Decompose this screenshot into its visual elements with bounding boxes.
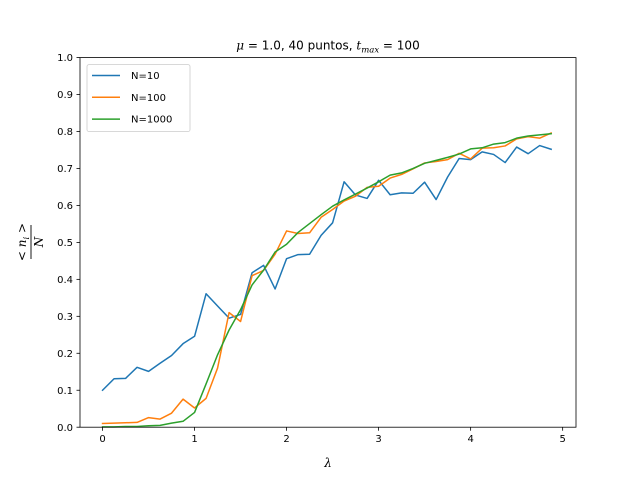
ylabel-denominator: N bbox=[32, 236, 46, 248]
ylabel-numerator: < n bbox=[15, 239, 29, 261]
y-tick-label: 0.4 bbox=[57, 275, 73, 286]
series-line-n-100 bbox=[101, 132, 553, 425]
legend-label: N=100 bbox=[131, 93, 166, 104]
y-tick-label: 0.8 bbox=[57, 127, 73, 138]
legend-label: N=1000 bbox=[131, 115, 172, 126]
legend: N=10 N=100 N=1000 bbox=[86, 64, 191, 132]
x-axis-label: λ bbox=[323, 456, 332, 470]
y-axis-ticks: 0.0 0.1 0.2 0.3 0.4 0.5 0.6 0.7 0.8 0.9 1.0 bbox=[57, 53, 80, 434]
y-tick-label: 0.6 bbox=[57, 201, 73, 212]
series-line-n-1000 bbox=[101, 132, 552, 428]
y-tick-label: 0.7 bbox=[57, 164, 73, 175]
title-t: t bbox=[356, 39, 361, 53]
x-tick-label: 4 bbox=[467, 434, 473, 445]
y-tick-label: 1.0 bbox=[57, 53, 73, 64]
title-t-sub: max bbox=[361, 46, 379, 56]
legend-label: N=10 bbox=[131, 71, 160, 82]
y-tick-label: 0.3 bbox=[57, 312, 73, 323]
x-tick-label: 2 bbox=[283, 434, 289, 445]
y-tick-label: 0.1 bbox=[57, 386, 73, 397]
y-tick-label: 0.5 bbox=[57, 238, 73, 249]
x-tick-label: 1 bbox=[191, 434, 197, 445]
series-lines bbox=[101, 132, 553, 428]
svg-text:< ni >: < ni > bbox=[15, 223, 32, 261]
y-tick-label: 0.2 bbox=[57, 349, 73, 360]
x-tick-label: 3 bbox=[375, 434, 381, 445]
chart-title: μ = 1.0, 40 puntos, tmax = 100 bbox=[236, 39, 419, 56]
x-tick-label: 5 bbox=[559, 434, 565, 445]
legend-box bbox=[86, 64, 191, 132]
title-mu: μ bbox=[236, 39, 244, 53]
y-tick-label: 0.0 bbox=[57, 423, 73, 434]
series-line-n-10 bbox=[101, 144, 553, 392]
ylabel-numerator-end: > bbox=[15, 223, 29, 237]
y-tick-label: 0.9 bbox=[57, 90, 73, 101]
title-mid: = 1.0, 40 puntos, bbox=[244, 39, 356, 53]
y-axis-label: < ni > N bbox=[15, 223, 46, 261]
ylabel-sub: i bbox=[22, 236, 32, 239]
x-axis-ticks: 0 1 2 3 4 5 bbox=[99, 427, 566, 445]
title-end: = 100 bbox=[379, 39, 420, 53]
x-tick-label: 0 bbox=[99, 434, 105, 445]
